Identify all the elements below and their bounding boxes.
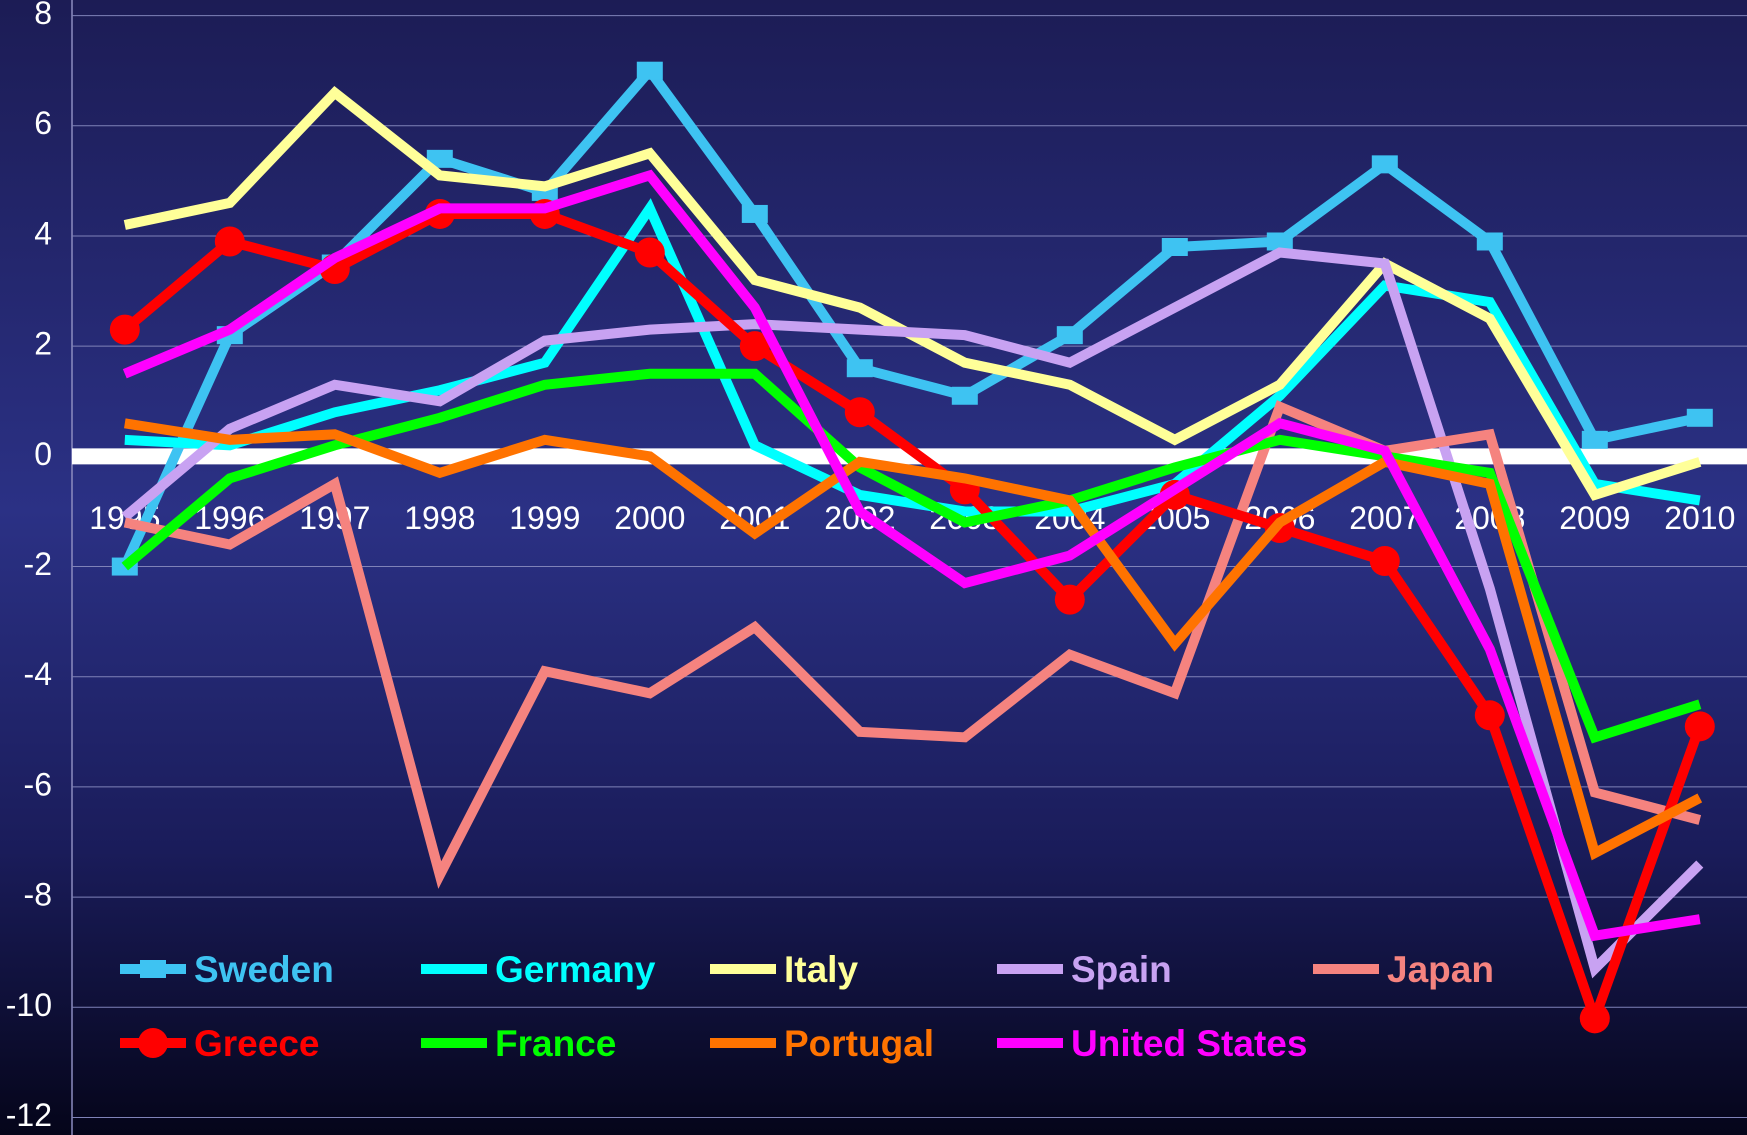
y-tick-label: 0 (34, 436, 52, 472)
marker (1266, 232, 1293, 251)
marker (844, 397, 875, 428)
marker (741, 204, 768, 223)
x-tick-label: 1999 (509, 500, 580, 536)
legend-marker (138, 1028, 168, 1058)
y-tick-label: -12 (6, 1097, 52, 1133)
marker (426, 149, 453, 168)
legend-label: Germany (495, 949, 656, 990)
marker (1581, 430, 1608, 449)
marker (739, 331, 770, 362)
y-tick-label: 2 (34, 326, 52, 362)
y-tick-label: 8 (34, 0, 52, 31)
marker (951, 386, 978, 405)
x-tick-label: 1998 (404, 500, 475, 536)
legend-label: Portugal (784, 1023, 934, 1064)
legend-label: Sweden (194, 949, 334, 990)
legend-label: United States (1071, 1023, 1307, 1064)
series-line (120, 62, 1701, 569)
marker (1054, 584, 1085, 615)
series-line (123, 400, 1702, 889)
marker (1056, 326, 1083, 345)
legend-label: Greece (194, 1023, 320, 1064)
marker (1476, 232, 1503, 251)
legend-label: Spain (1071, 949, 1172, 990)
x-tick-label: 2010 (1664, 500, 1735, 536)
legend-label: France (495, 1023, 616, 1064)
x-tick-label: 2000 (614, 500, 685, 536)
legend-label: Japan (1387, 949, 1494, 990)
series-line (121, 368, 1702, 744)
y-tick-label: -8 (24, 877, 52, 913)
marker (1686, 408, 1713, 427)
marker (1474, 700, 1505, 731)
series-line (121, 247, 1704, 979)
series-line (121, 208, 1705, 1034)
marker (109, 314, 140, 345)
marker (1161, 237, 1188, 256)
marker (1579, 1003, 1610, 1034)
marker (214, 226, 245, 257)
series-line (122, 169, 1701, 942)
series-line (124, 418, 1703, 861)
marker (1371, 155, 1398, 174)
legend-label: Italy (784, 949, 858, 990)
marker (1684, 711, 1715, 742)
marker (634, 237, 665, 268)
y-tick-label: 4 (34, 215, 52, 251)
x-tick-label: 1997 (299, 500, 370, 536)
legend-marker (140, 960, 166, 978)
marker (1369, 546, 1400, 577)
y-tick-label: -4 (24, 656, 52, 692)
y-tick-label: 6 (34, 105, 52, 141)
marker (846, 359, 873, 378)
y-tick-label: -10 (6, 987, 52, 1023)
x-tick-label: 2009 (1559, 500, 1630, 536)
y-tick-label: -2 (24, 546, 52, 582)
y-tick-label: -6 (24, 766, 52, 802)
marker (636, 61, 663, 80)
